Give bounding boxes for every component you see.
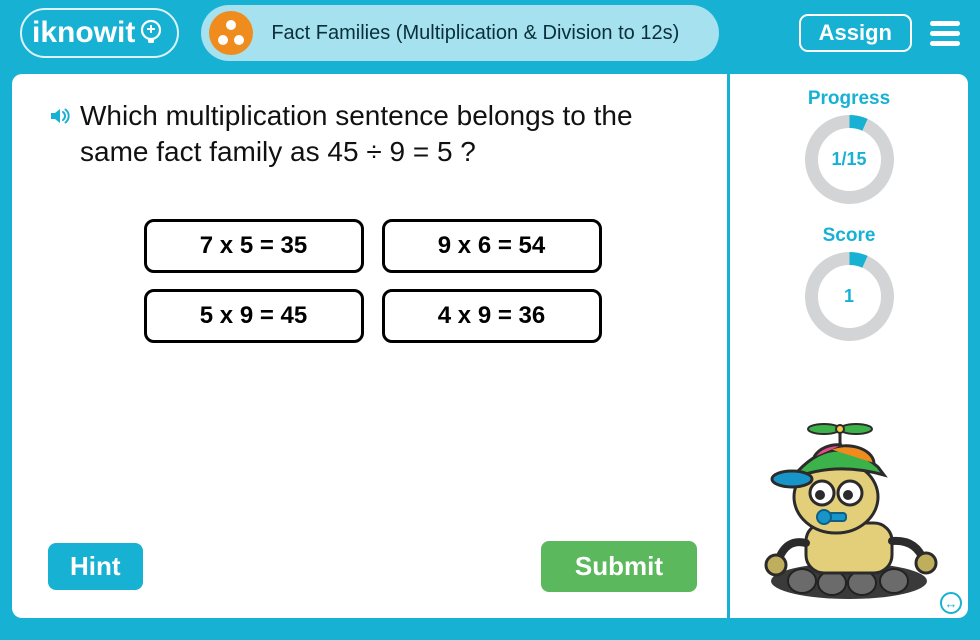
lesson-badge-icon — [209, 11, 253, 55]
hint-button[interactable]: Hint — [48, 543, 143, 590]
expand-icon[interactable]: ↔ — [940, 592, 962, 614]
lesson-title-pill: Fact Families (Multiplication & Division… — [201, 5, 719, 61]
robot-mascot-icon — [744, 413, 954, 608]
lightbulb-icon — [139, 19, 163, 47]
lesson-title: Fact Families (Multiplication & Division… — [271, 22, 679, 45]
brand-logo[interactable]: iknowit — [20, 8, 179, 58]
score-label: Score — [823, 225, 876, 247]
progress-ring: 1/15 — [802, 112, 897, 207]
question-text: Which multiplication sentence belongs to… — [80, 98, 697, 171]
answer-option[interactable]: 9 x 6 = 54 — [382, 219, 602, 273]
score-ring: 1 — [802, 249, 897, 344]
submit-button[interactable]: Submit — [541, 541, 697, 592]
answer-option[interactable]: 5 x 9 = 45 — [144, 289, 364, 343]
answer-options-grid: 7 x 5 = 35 9 x 6 = 54 5 x 9 = 45 4 x 9 =… — [144, 219, 602, 343]
speaker-icon[interactable] — [48, 104, 72, 133]
answer-option[interactable]: 4 x 9 = 36 — [382, 289, 602, 343]
progress-value: 1/15 — [802, 112, 897, 207]
assign-button[interactable]: Assign — [799, 14, 912, 52]
answer-option[interactable]: 7 x 5 = 35 — [144, 219, 364, 273]
progress-label: Progress — [808, 88, 890, 110]
hamburger-menu-icon[interactable] — [930, 21, 960, 46]
score-value: 1 — [802, 249, 897, 344]
brand-name: iknowit — [32, 16, 135, 50]
